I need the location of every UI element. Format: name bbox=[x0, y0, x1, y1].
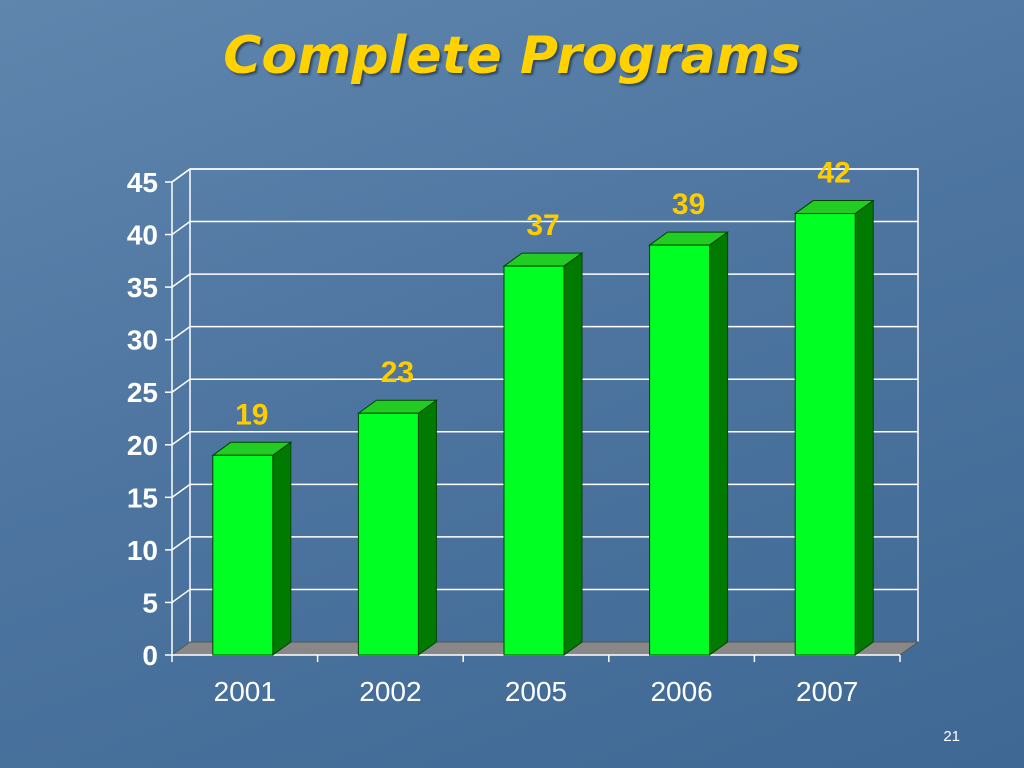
data-label-2006: 39 bbox=[672, 188, 705, 221]
bar-side bbox=[709, 231, 729, 656]
gridline bbox=[171, 220, 918, 236]
x-tick-label: 2002 bbox=[359, 676, 421, 707]
data-label-2001: 19 bbox=[235, 398, 268, 431]
bar-2005 bbox=[502, 252, 584, 656]
bar-front bbox=[357, 412, 419, 656]
data-label-2005: 37 bbox=[526, 209, 559, 242]
x-tick-label: 2007 bbox=[796, 676, 858, 707]
bar-front bbox=[212, 454, 274, 656]
y-tick-label: 35 bbox=[127, 272, 158, 303]
y-tick-label: 45 bbox=[127, 167, 158, 198]
bar-front bbox=[649, 244, 711, 656]
bar-2006 bbox=[648, 231, 730, 656]
x-tick-label: 2001 bbox=[214, 676, 276, 707]
y-tick-label: 30 bbox=[127, 325, 158, 356]
bar-front bbox=[503, 265, 565, 656]
bar-side bbox=[854, 199, 874, 656]
x-tick-label: 2005 bbox=[505, 676, 567, 707]
y-tick-label: 15 bbox=[127, 482, 158, 513]
bar-side bbox=[563, 252, 583, 656]
bar-2001 bbox=[211, 441, 293, 656]
page-number: 21 bbox=[943, 728, 960, 745]
bar-side bbox=[272, 441, 292, 656]
y-tick-label: 25 bbox=[127, 377, 158, 408]
bar-front bbox=[794, 213, 856, 656]
grid-layer bbox=[171, 168, 919, 642]
gridline bbox=[171, 168, 918, 183]
y-tick-label: 5 bbox=[142, 587, 158, 618]
x-tick-label: 2006 bbox=[650, 676, 712, 707]
y-tick-label: 40 bbox=[127, 220, 158, 251]
bars bbox=[211, 199, 875, 656]
data-label-2007: 42 bbox=[818, 157, 851, 190]
chart-title: Complete Programs bbox=[223, 26, 801, 86]
y-tick-label: 10 bbox=[127, 535, 158, 566]
y-tick-label: 0 bbox=[142, 640, 158, 671]
bar-side bbox=[417, 399, 437, 656]
y-tick-label: 20 bbox=[127, 430, 158, 461]
labels: 19 2001 23 2002 37 2005 39 2006 42 2007 bbox=[214, 157, 859, 707]
bar-2002 bbox=[356, 399, 438, 656]
data-label-2002: 23 bbox=[381, 356, 414, 389]
bar-2007 bbox=[793, 199, 875, 656]
